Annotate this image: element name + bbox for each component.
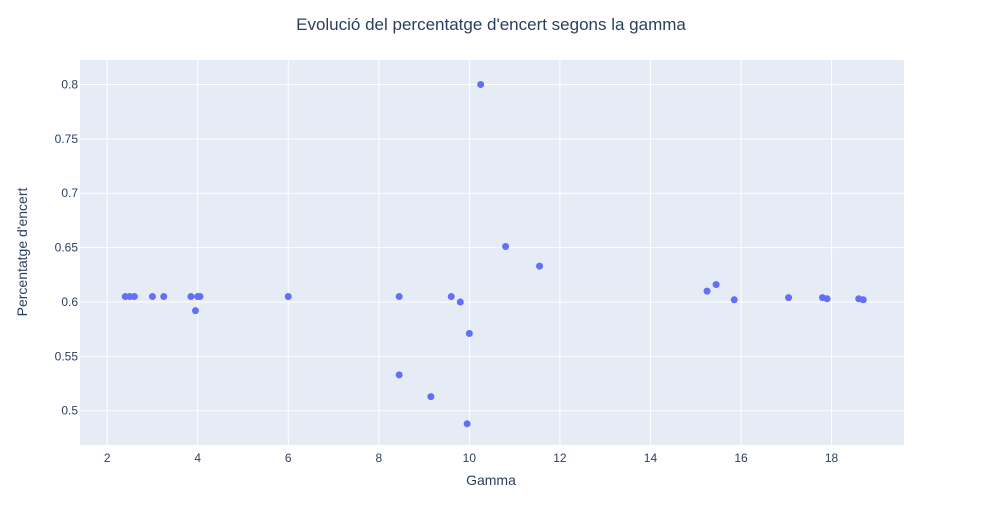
scatter-point[interactable] [712,281,720,289]
scatter-point[interactable] [463,420,471,428]
x-tick-label: 18 [825,451,839,465]
scatter-point[interactable] [447,293,455,301]
scatter-point[interactable] [395,293,403,301]
y-tick-label: 0.7 [61,186,78,200]
scatter-point[interactable] [191,307,199,315]
scatter-point[interactable] [477,80,485,88]
y-tick-labels: 0.5 0.55 0.6 0.65 0.7 0.75 0.8 [55,77,79,417]
plot-area [80,60,904,445]
chart-title: Evolució del percentatge d'encert segons… [296,15,686,34]
x-tick-label: 8 [375,451,382,465]
scatter-point[interactable] [785,294,793,302]
y-tick-label: 0.65 [55,241,79,255]
y-axis-title: Percentatge d'encert [14,188,30,317]
x-tick-label: 12 [553,451,567,465]
scatter-point[interactable] [427,393,435,401]
y-tick-label: 0.75 [55,132,79,146]
y-tick-label: 0.6 [61,295,78,309]
x-tick-label: 2 [104,451,111,465]
scatter-point[interactable] [465,330,473,338]
scatter-point[interactable] [859,296,867,304]
scatter-point[interactable] [187,293,195,301]
x-tick-label: 10 [463,451,477,465]
scatter-point[interactable] [196,293,204,301]
scatter-point[interactable] [160,293,168,301]
x-tick-label: 6 [285,451,292,465]
data-points [121,80,867,428]
scatter-point[interactable] [502,243,510,251]
scatter-point[interactable] [536,262,544,270]
y-tick-label: 0.55 [55,349,79,363]
scatter-point[interactable] [130,293,138,301]
scatter-point[interactable] [730,296,738,304]
x-tick-label: 4 [194,451,201,465]
scatter-point[interactable] [456,298,464,306]
scatter-point[interactable] [148,293,156,301]
scatter-point[interactable] [395,371,403,379]
scatter-point[interactable] [703,287,711,295]
x-tick-label: 16 [734,451,748,465]
x-tick-label: 14 [644,451,658,465]
x-tick-labels: 2 4 6 8 10 12 14 16 18 [104,451,839,465]
y-tick-label: 0.8 [61,77,78,91]
x-axis-title: Gamma [466,472,516,488]
y-gridlines [80,83,904,412]
scatter-point[interactable] [823,295,831,303]
x-gridlines [106,60,833,445]
y-tick-label: 0.5 [61,404,78,418]
scatter-point[interactable] [284,293,292,301]
